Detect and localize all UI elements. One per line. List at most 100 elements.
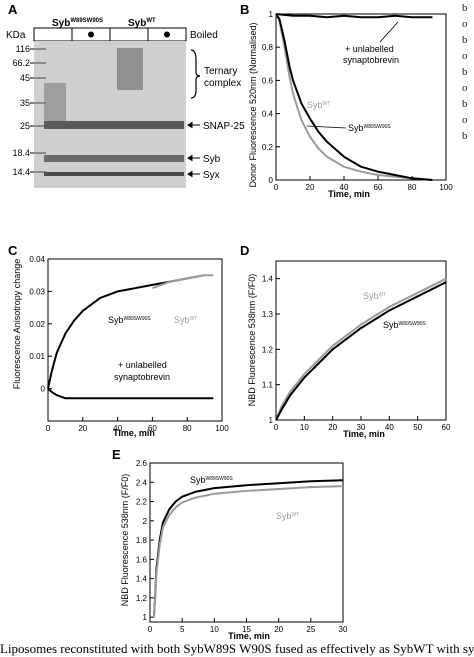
syx-label: Syx bbox=[203, 170, 220, 181]
y-tick-label: 0.04 bbox=[29, 255, 45, 264]
y-tick-label: 2.2 bbox=[136, 498, 148, 507]
syb-label: Syb bbox=[203, 154, 221, 165]
chart-e: 0 5 10 15 20 25 30 1 1.2 1.4 1.6 1.8 2 2.2 2.4 2.6 bbox=[136, 459, 348, 634]
x-tick-label: 10 bbox=[300, 423, 309, 432]
y-tick-label: 0.03 bbox=[29, 287, 45, 296]
panel-b-xlabel: Time, min bbox=[328, 189, 370, 199]
x-tick-label: 80 bbox=[183, 424, 192, 433]
ternary-smear-wt bbox=[117, 48, 143, 90]
chart-b: 0 20 40 60 80 100 0 0.2 0.4 0.6 0.8 1 bbox=[262, 10, 453, 192]
x-tick-label: 60 bbox=[442, 423, 451, 432]
panel-b-annotation: synaptobrevin bbox=[343, 55, 399, 65]
y-tick-label: 1.6 bbox=[136, 555, 148, 564]
lane-group-mutant-label: SybW89SW90S bbox=[52, 18, 103, 29]
x-tick-label: 50 bbox=[413, 423, 422, 432]
x-tick-label: 60 bbox=[148, 424, 157, 433]
panel-b-label-pointer bbox=[306, 125, 347, 129]
y-tick-label: 1.3 bbox=[262, 310, 274, 319]
panel-b-label-mutant: SybW89SW90S bbox=[348, 123, 391, 133]
x-tick-label: 100 bbox=[215, 424, 229, 433]
y-tick-label: 0 bbox=[41, 385, 46, 394]
y-tick-label: 0.4 bbox=[262, 110, 274, 119]
panel-a-letter: A bbox=[8, 2, 18, 17]
marker-lane bbox=[34, 48, 46, 173]
panel-b-annotation: + unlabelled bbox=[345, 44, 394, 54]
panel-e-xlabel: Time, min bbox=[228, 631, 270, 640]
x-tick-label: 20 bbox=[274, 625, 283, 634]
x-tick-label: 0 bbox=[148, 625, 153, 634]
syx-band bbox=[44, 172, 184, 176]
y-tick-label: 1 bbox=[269, 416, 274, 425]
marker-ticks bbox=[30, 48, 34, 173]
ternary-smear-mutant bbox=[44, 83, 66, 125]
panel-d: D NBD Fluorescence 538nm (F/F0) Time, mi… bbox=[240, 243, 451, 439]
panel-c-label-mutant: SybW89SW90S bbox=[108, 315, 151, 325]
series-line bbox=[275, 13, 433, 181]
panel-c-annotation: + unlabelled bbox=[118, 360, 167, 370]
x-tick-label: 0 bbox=[274, 183, 279, 192]
y-tick-label: 1.2 bbox=[136, 594, 148, 603]
x-tick-label: 15 bbox=[242, 625, 251, 634]
x-tick-label: 30 bbox=[357, 423, 366, 432]
y-tick-label: 0.02 bbox=[29, 320, 45, 329]
panel-e-ylabel: NBD Fluorescence 538nm (F/F0) bbox=[120, 474, 130, 607]
panel-d-xlabel: Time, min bbox=[343, 429, 385, 439]
marker-label: 35 bbox=[20, 98, 30, 108]
x-tick-label: 40 bbox=[113, 424, 122, 433]
panel-c-label-wt: SybWT bbox=[174, 315, 197, 325]
series-line bbox=[275, 277, 447, 421]
band-arrows bbox=[187, 121, 200, 178]
marker-label: 45 bbox=[20, 73, 30, 83]
panel-e-letter: E bbox=[112, 447, 121, 462]
x-tick-label: 100 bbox=[439, 183, 453, 192]
series-line bbox=[152, 274, 214, 290]
boiled-dot bbox=[164, 31, 170, 38]
y-tick-label: 1.4 bbox=[136, 575, 148, 584]
plot-frame bbox=[275, 13, 447, 181]
series-line bbox=[275, 13, 433, 181]
y-tick-label: 0 bbox=[269, 176, 274, 185]
ternary-label: Ternary bbox=[204, 66, 237, 77]
marker-label: 25 bbox=[20, 121, 30, 131]
x-tick-label: 20 bbox=[78, 424, 87, 433]
chart-c: 0 20 40 60 80 100 0 0.01 0.02 0.03 0.04 bbox=[29, 255, 229, 433]
marker-labels: 116 66.2 45 35 25 18.4 14.4 bbox=[12, 44, 30, 177]
ternary-bracket bbox=[190, 49, 201, 99]
x-tick-label: 20 bbox=[306, 183, 315, 192]
kda-label: KDa bbox=[6, 30, 26, 41]
x-tick-label: 5 bbox=[180, 625, 185, 634]
series-line bbox=[275, 281, 447, 421]
panel-d-letter: D bbox=[240, 243, 249, 258]
y-tick-label: 1.8 bbox=[136, 536, 148, 545]
panel-c-annotation: synaptobrevin bbox=[114, 372, 170, 382]
ternary-label: complex bbox=[204, 78, 241, 89]
lane-group-wt-label: SybWT bbox=[128, 18, 156, 29]
chart-d: 0 10 20 30 40 50 60 1 1.1 1.2 1.3 1.4 bbox=[262, 260, 451, 432]
figure: A SybW89SW90S SybWT KDa Boiled bbox=[6, 2, 453, 640]
x-tick-label: 40 bbox=[340, 183, 349, 192]
panel-b: B Donor Fluorescence 520nm (Normalised) … bbox=[240, 2, 453, 199]
y-tick-label: 2.6 bbox=[136, 459, 148, 468]
panel-c-ylabel: Fluorescence Anisotropy change bbox=[12, 259, 22, 390]
marker-label: 14.4 bbox=[12, 167, 30, 177]
panel-e: E NBD Fluorescence 538nm (F/F0) Time, mi… bbox=[112, 447, 348, 640]
snap25-band bbox=[44, 121, 184, 129]
series-line bbox=[152, 485, 344, 618]
boiled-dot bbox=[88, 31, 94, 38]
panel-b-letter: B bbox=[240, 2, 249, 17]
snap25-label: SNAP-25 bbox=[203, 121, 245, 132]
panel-a: A SybW89SW90S SybWT KDa Boiled bbox=[6, 2, 245, 188]
series-line bbox=[152, 479, 344, 618]
series-line bbox=[47, 387, 214, 400]
panel-e-label-wt: SybWT bbox=[276, 511, 299, 521]
boiled-label: Boiled bbox=[190, 30, 218, 41]
x-tick-label: 0 bbox=[274, 423, 279, 432]
x-tick-label: 30 bbox=[339, 625, 348, 634]
panel-d-ylabel: NBD Fluorescence 538nm (F/F0) bbox=[247, 274, 257, 407]
y-tick-label: 1 bbox=[143, 613, 148, 622]
y-tick-label: 1 bbox=[269, 10, 274, 19]
panel-b-ylabel: Donor Fluorescence 520nm (Normalised) bbox=[248, 22, 258, 187]
y-tick-label: 1.1 bbox=[262, 381, 274, 390]
panel-c-letter: C bbox=[8, 243, 18, 258]
